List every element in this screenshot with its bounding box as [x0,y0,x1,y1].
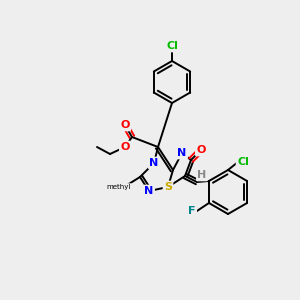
Text: N: N [149,158,159,168]
Text: Cl: Cl [237,157,249,167]
Text: methyl: methyl [107,184,131,190]
Text: N: N [177,148,187,158]
Text: S: S [164,182,172,192]
Text: O: O [196,145,206,155]
Text: F: F [188,206,196,216]
Text: N: N [144,186,154,196]
Text: O: O [120,142,130,152]
Text: H: H [197,170,207,180]
Text: Cl: Cl [166,41,178,51]
Text: O: O [120,120,130,130]
